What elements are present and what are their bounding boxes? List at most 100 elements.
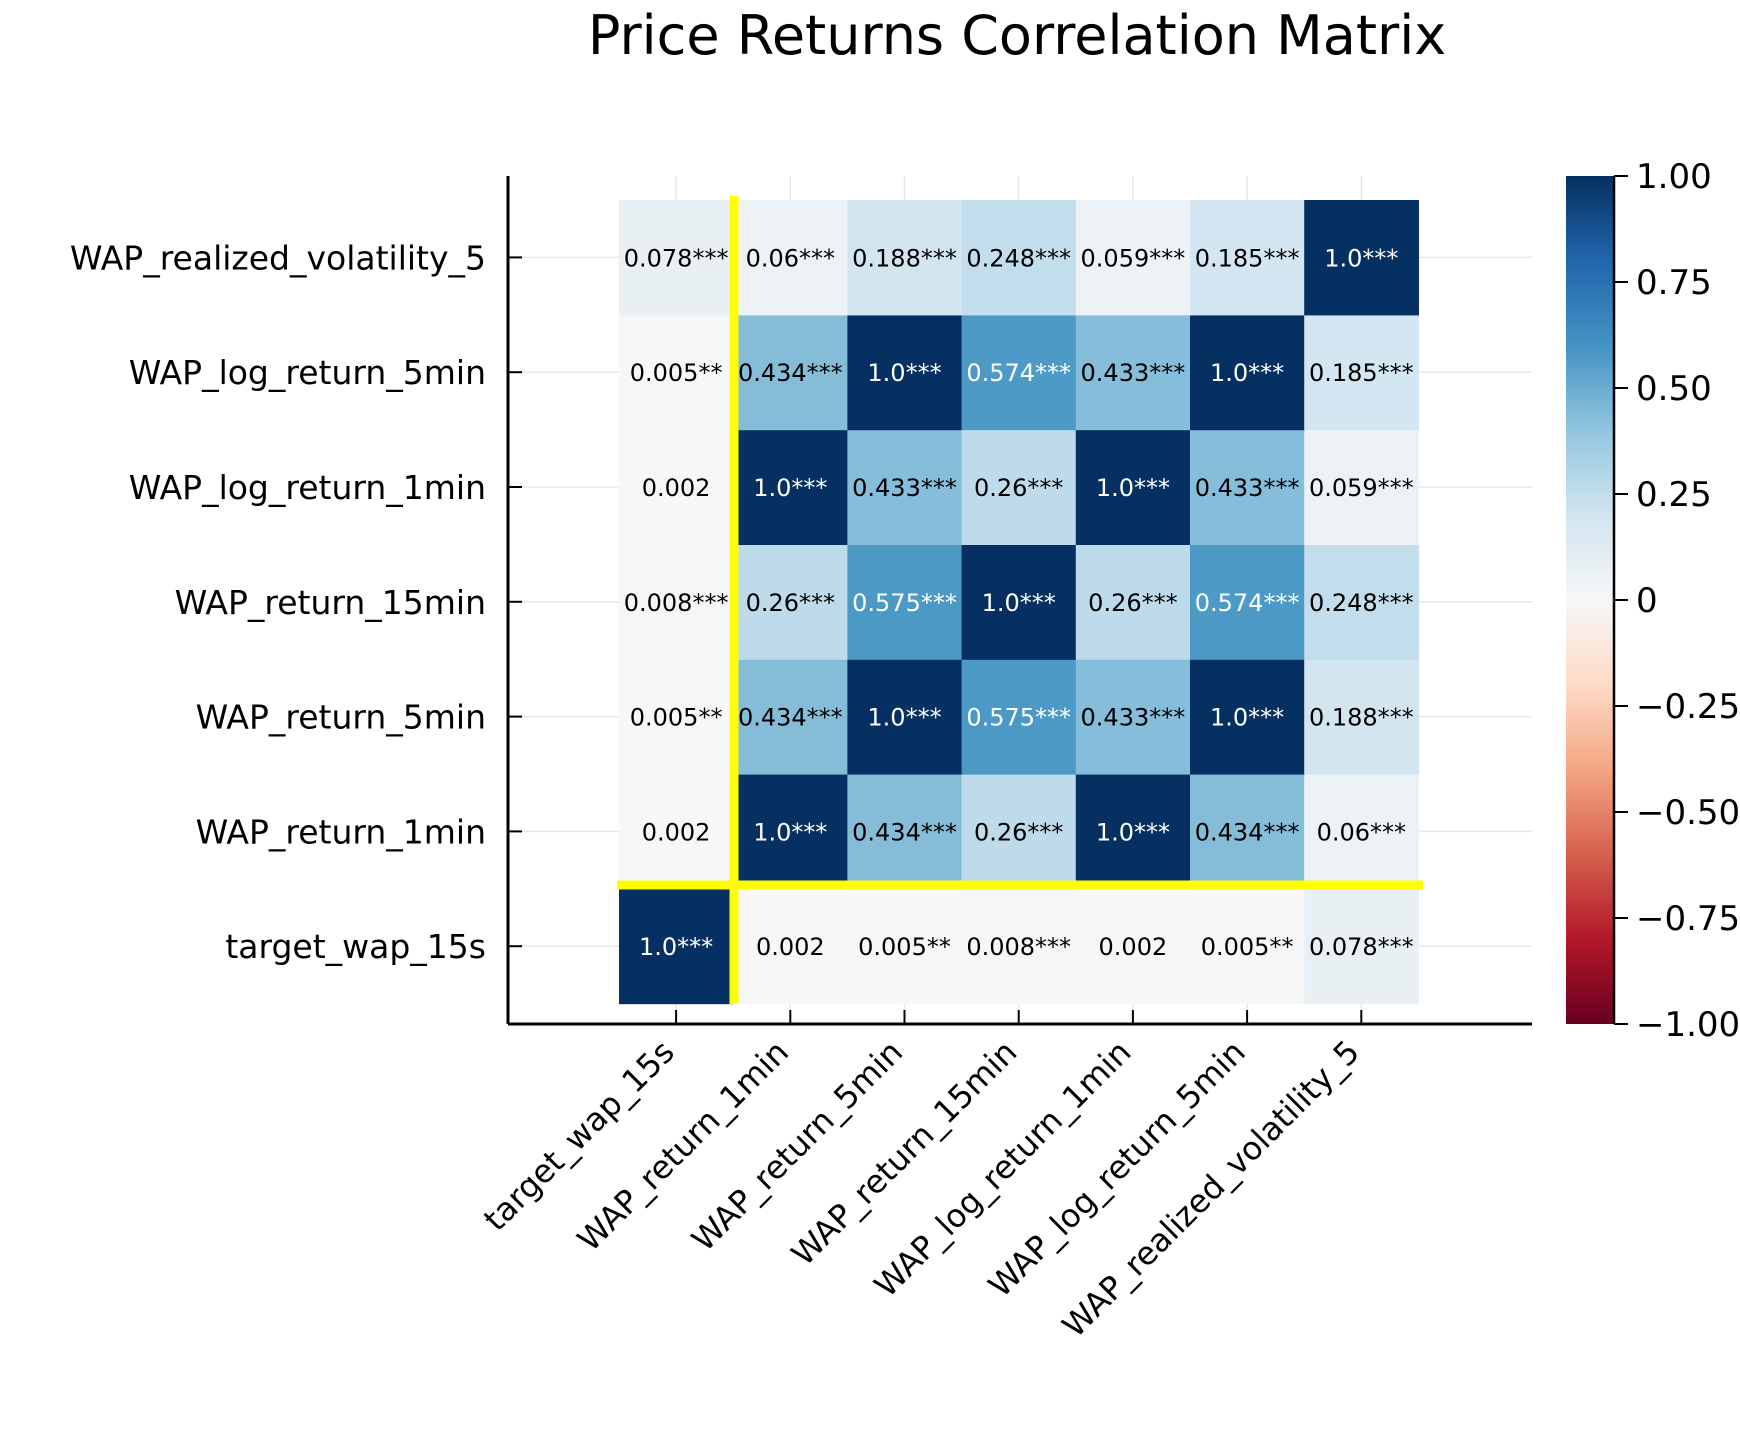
cell-labels: 1.0*** 0.002 0.005** 0.008*** 0.002 0.005** 0.… (624, 244, 1414, 961)
heatmap-cell (1075, 200, 1191, 316)
heatmap-cell (619, 314, 734, 431)
cell-value-label: 0.434*** (852, 818, 957, 846)
colorbar-tick-label: −1.00 (1636, 1005, 1740, 1045)
heatmap-cell (733, 544, 848, 660)
y-tick-label: target_wap_15s (225, 927, 486, 966)
heatmap-cell (1304, 200, 1419, 316)
cell-value-label: 1.0*** (982, 589, 1056, 617)
colorbar-tick-label: 1.00 (1636, 157, 1712, 197)
cell-value-label: 0.002 (642, 818, 711, 846)
cell-value-label: 0.433*** (1081, 704, 1186, 732)
heatmap-cell (961, 774, 1077, 890)
chart-title: Price Returns Correlation Matrix (588, 4, 1446, 67)
heatmap-cell (1304, 888, 1419, 1005)
heatmap-cell (1075, 888, 1191, 1005)
heatmap-cell (1304, 774, 1419, 890)
heatmap-cell (847, 659, 963, 775)
cell-value-label: 0.434*** (738, 359, 843, 387)
cell-value-label: 1.0*** (753, 818, 827, 846)
heatmap-cell (1304, 659, 1419, 775)
cell-value-label: 0.002 (642, 474, 711, 502)
cell-value-label: 1.0*** (753, 474, 827, 502)
heatmap-cell (1075, 314, 1191, 431)
heatmap-cell (1190, 659, 1305, 775)
heatmap-cell (1075, 659, 1191, 775)
heatmap-cell (1190, 429, 1305, 545)
cell-value-label: 0.002 (1099, 933, 1168, 961)
colorbar-tick-label: 0 (1636, 581, 1658, 621)
heatmap-cell (847, 429, 963, 545)
y-tick-label: WAP_return_1min (196, 812, 486, 851)
cell-value-label: 0.575*** (852, 589, 957, 617)
heatmap-cell (733, 888, 848, 1005)
cell-value-label: 1.0*** (639, 933, 713, 961)
colorbar-tick-label: 0.75 (1636, 263, 1712, 303)
colorbar-gradient (1566, 176, 1614, 1024)
heatmap-cell (619, 429, 734, 545)
cell-value-label: 0.005** (630, 704, 723, 732)
cell-value-label: 0.059*** (1081, 244, 1186, 272)
heatmap-cell (847, 200, 963, 316)
heatmap-cell (1304, 544, 1419, 660)
heatmap-cell (733, 774, 848, 890)
colorbar-tick-label: 0.25 (1636, 475, 1712, 515)
x-tick-label: target_wap_15s (476, 1033, 682, 1239)
cell-value-label: 0.248*** (1309, 589, 1414, 617)
heatmap-cell (619, 200, 734, 316)
heatmap-cell (619, 659, 734, 775)
cell-value-label: 0.188*** (852, 244, 957, 272)
heatmap-cell (1190, 314, 1305, 431)
cell-value-label: 0.185*** (1195, 244, 1300, 272)
heatmap-cell (1075, 544, 1191, 660)
y-tick-label: WAP_return_5min (196, 698, 486, 737)
cell-value-label: 0.248*** (966, 244, 1071, 272)
cell-value-label: 1.0*** (1324, 244, 1398, 272)
cell-value-label: 0.574*** (1195, 589, 1300, 617)
heatmap-cell (961, 429, 1077, 545)
highlight-lines (617, 196, 1423, 1004)
heatmap-cell (619, 544, 734, 660)
cell-value-label: 0.433*** (1081, 359, 1186, 387)
heatmap-cell (1190, 888, 1305, 1005)
cell-value-label: 0.06*** (746, 244, 835, 272)
cell-value-label: 1.0*** (867, 359, 941, 387)
cell-value-label: 0.26*** (1088, 589, 1177, 617)
heatmap-cell (961, 888, 1077, 1005)
heatmap-cell (733, 429, 848, 545)
cell-value-label: 0.185*** (1309, 359, 1414, 387)
cell-value-label: 0.574*** (966, 359, 1071, 387)
heatmap-cell (961, 544, 1077, 660)
heatmap-cell (847, 888, 963, 1005)
heatmap-cell (733, 659, 848, 775)
heatmap-cell (1304, 429, 1419, 545)
cell-value-label: 0.078*** (1309, 933, 1414, 961)
cell-value-label: 0.433*** (852, 474, 957, 502)
cell-value-label: 0.005** (1201, 933, 1294, 961)
heatmap-cell (1190, 544, 1305, 660)
cell-value-label: 0.06*** (1317, 818, 1406, 846)
y-tick-label: WAP_log_return_1min (129, 468, 486, 507)
heatmap-cell (619, 774, 734, 890)
heatmap-cell (1075, 429, 1191, 545)
y-tick-label: WAP_realized_volatility_5 (70, 238, 486, 277)
heatmap-cell (961, 659, 1077, 775)
cell-value-label: 0.26*** (974, 818, 1063, 846)
heatmap-cell (733, 314, 848, 431)
cell-value-label: 0.188*** (1309, 704, 1414, 732)
cell-value-label: 0.005** (630, 359, 723, 387)
cell-value-label: 0.008*** (966, 933, 1071, 961)
heatmap-cell (1304, 314, 1419, 431)
cell-value-label: 1.0*** (1096, 818, 1170, 846)
cell-value-label: 0.433*** (1195, 474, 1300, 502)
colorbar-tick-label: −0.75 (1636, 899, 1740, 939)
heatmap-cell (619, 888, 734, 1005)
colorbar-tick-label: −0.25 (1636, 687, 1740, 727)
cell-value-label: 1.0*** (1210, 359, 1284, 387)
cell-value-label: 0.26*** (746, 589, 835, 617)
heatmap-cell (1190, 774, 1305, 890)
cell-value-label: 0.002 (756, 933, 825, 961)
heatmap-cell (847, 544, 963, 660)
heatmap-cell (847, 314, 963, 431)
colorbar-tick-label: −0.50 (1636, 793, 1740, 833)
